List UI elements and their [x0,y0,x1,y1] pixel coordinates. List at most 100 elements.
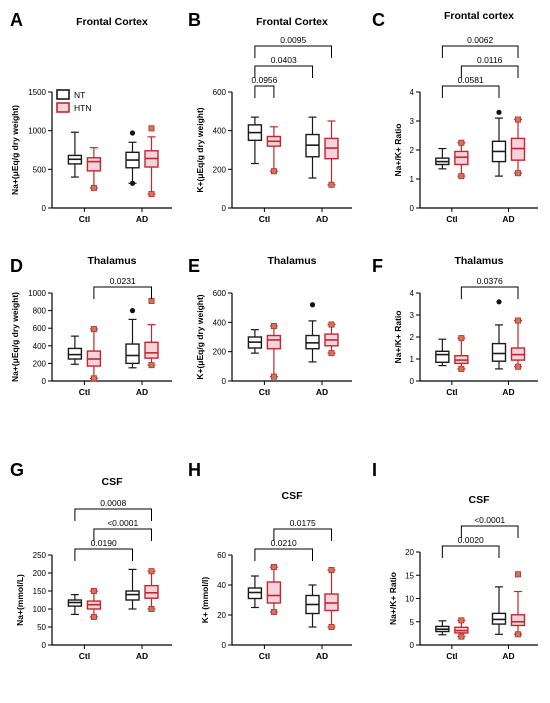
bracket-line [273,528,332,541]
panel-letter: A [10,10,23,30]
box-ad-nt [491,299,507,370]
y-tick-label: 20 [217,611,226,620]
y-tick-label: 200 [33,569,47,578]
box-iqr [144,341,159,359]
y-tick-label: 600 [213,289,227,298]
outlier-point [129,130,136,136]
box-ad-nt [491,109,507,177]
box-ctl-nt [435,620,450,636]
y-tick-label: 600 [33,324,47,333]
box-ctl-nt [247,575,263,609]
box-ad-nt [305,302,320,363]
box-iqr [67,347,83,360]
panel-letter: E [188,256,200,276]
box-ctl-htn [454,335,469,372]
pvalue-bracket: 0.0175 [273,518,332,541]
y-tick-label: 50 [37,623,46,632]
bracket-line [460,65,519,78]
outlier-point [129,308,136,314]
panel-letter: C [372,10,385,30]
y-tick-label: 0 [42,377,47,386]
y-axis-label: Na+(mmol/L) [15,574,25,626]
outlier-point [515,631,522,638]
outlier-point [515,317,522,324]
box-iqr [266,334,282,350]
outlier-point [90,326,97,333]
outlier-point [90,588,97,595]
box-ctl-nt [435,338,450,367]
panel-c: C Frontal cortex 0 1 2 3 4 Na+/K+ Ratio Ctl AD 0.0… [372,10,538,224]
bracket-line [441,545,500,558]
pvalue-bracket: <0.0001 [460,515,519,538]
x-tick-label: Ctl [446,214,457,224]
y-tick-label: 5 [410,618,415,627]
panel-e: E Thalamus 0 200 400 600 K+(μEq/g dry weight) C… [188,255,352,397]
x-tick-label: AD [316,214,328,224]
outlier-point [309,302,316,308]
pvalue-label: 0.0403 [271,55,297,65]
y-tick-label: 15 [405,571,414,580]
legend-nt-label: NT [74,90,85,100]
y-axis-label: K+(μEq/g dry weight) [195,107,205,192]
pvalue-bracket: 0.0116 [460,55,519,78]
bracket-line [93,528,152,541]
pvalue-label: 0.0956 [251,75,277,85]
y-tick-label: 0 [222,641,227,650]
box-iqr [125,590,140,601]
chart-title: Thalamus [87,255,136,267]
y-tick-label: 3 [410,311,415,320]
box-ad-htn [144,568,159,613]
outlier-point [148,125,155,132]
legend-htn-label: HTN [74,103,91,113]
bracket-line [254,45,332,58]
box-ad-htn [324,567,339,631]
box-ad-htn [510,317,526,370]
outlier-point [90,613,97,620]
box-ad-nt [125,308,140,369]
box-ctl-htn [454,617,469,640]
chart-title: Thalamus [454,255,503,267]
chart-title: Frontal Cortex [256,16,328,28]
panel-letter: D [10,256,23,276]
outlier-point [148,191,155,198]
chart-title: Frontal cortex [444,10,514,22]
outlier-point [270,322,277,329]
y-tick-label: 2 [410,146,415,155]
chart-title: CSF [102,476,124,488]
box-iqr [266,581,282,604]
outlier-point [148,362,155,369]
pvalue-label: 0.0175 [290,518,316,528]
box-iqr [144,584,159,599]
y-tick-label: 2 [410,333,415,342]
y-tick-label: 0 [42,641,47,650]
outlier-point [515,170,522,177]
bracket-line [460,286,519,299]
outlier-point [458,335,465,342]
y-tick-label: 600 [213,88,227,97]
pvalue-bracket: 0.0190 [74,538,133,561]
x-tick-label: AD [316,387,328,397]
box-iqr [86,157,102,172]
legend-htn-swatch [56,102,70,113]
x-tick-label: AD [502,651,514,661]
pvalue-label: 0.0190 [91,538,117,548]
box-ctl-nt [67,131,83,178]
bracket-line [254,65,313,78]
pvalue-label: 0.0231 [110,276,136,286]
pvalue-bracket: 0.0403 [254,55,313,78]
box-ctl-nt [67,335,83,365]
pvalue-bracket: <0.0001 [93,518,152,541]
box-iqr [435,350,450,363]
outlier-point [328,321,335,328]
panel-b: B Frontal Cortex 0 200 400 600 K+(μEq/g dry we… [188,10,352,224]
y-axis-label: K+ (mmol/l) [200,577,210,624]
box-ctl-htn [86,588,102,620]
x-tick-label: AD [136,214,148,224]
y-tick-label: 1000 [28,289,46,298]
pvalue-label: 0.0116 [477,55,503,65]
box-ctl-nt [247,329,263,354]
y-tick-label: 0 [410,377,415,386]
y-tick-label: 4 [410,88,415,97]
panel-a: A Frontal Cortex 0 500 1000 1500 Na+(μEq/g dry… [10,10,172,224]
